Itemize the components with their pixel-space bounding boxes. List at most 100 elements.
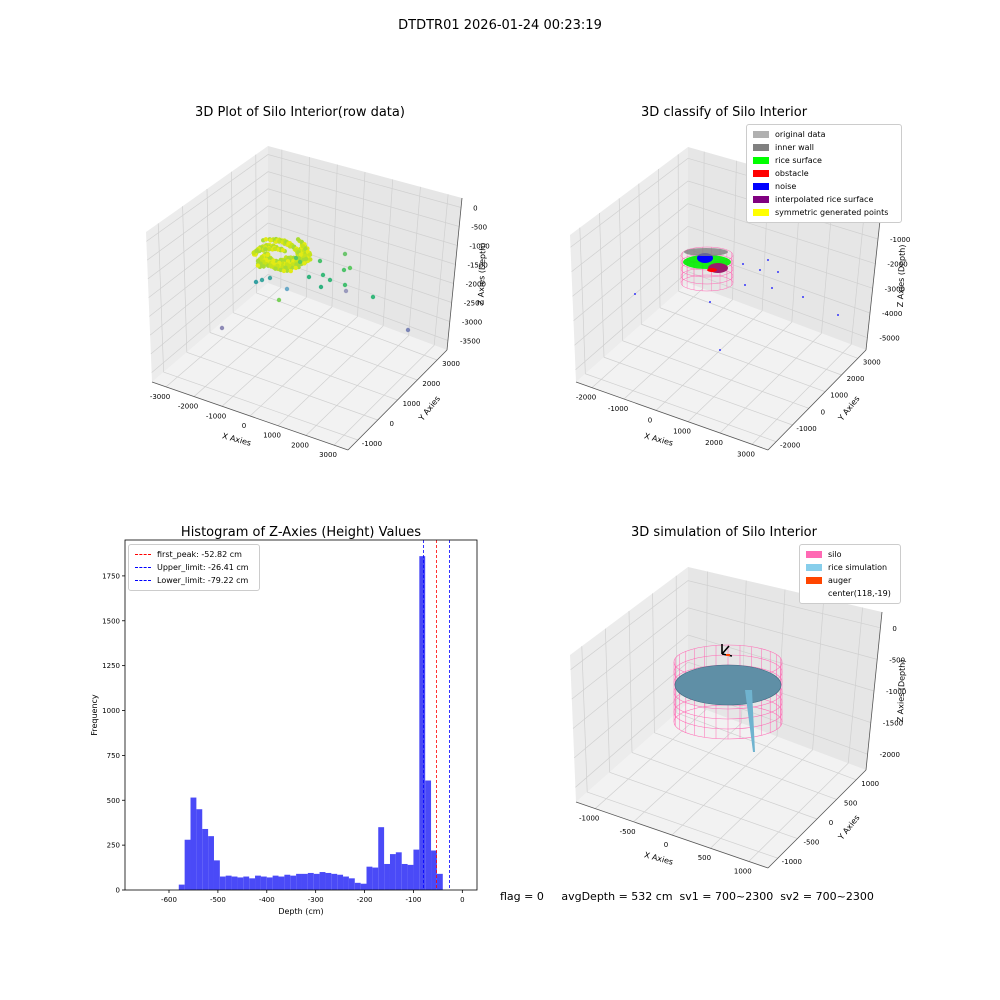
left-back-pane [146, 146, 268, 382]
x-tick-label: 0 [648, 416, 652, 424]
legend-entry: symmetric generated points [753, 206, 895, 219]
legend-swatch [806, 577, 822, 584]
z-tick-label: -500 [889, 656, 905, 664]
histogram-bar [225, 875, 232, 890]
grid-line [631, 752, 818, 820]
y-tick-label: 0 [821, 408, 825, 416]
legend-entry: rice surface [753, 154, 895, 167]
rice-point [261, 264, 266, 269]
y-tick-label: -2000 [780, 442, 800, 450]
rice-point [266, 247, 272, 252]
z-axis-line [446, 197, 463, 351]
x-axis-label: X Axies [221, 431, 252, 447]
grid-line [206, 188, 211, 333]
legend-label: noise [775, 182, 797, 191]
data-point [297, 259, 303, 265]
y-axis-label: Y Axies [836, 813, 862, 842]
grid-line [603, 356, 793, 426]
left-back-pane [570, 147, 688, 382]
histogram-bar [202, 828, 209, 890]
z-tick-label: -3500 [460, 338, 480, 346]
x-axis-line [575, 801, 769, 869]
data-point [347, 265, 353, 271]
z-tick-label: 0 [892, 625, 896, 633]
rice-simulation-surface [674, 664, 782, 706]
histogram-bar [243, 876, 250, 890]
z-tick-label: -5000 [879, 335, 899, 343]
data-point [342, 251, 348, 257]
y-tick-label: 500 [107, 797, 120, 805]
y-tick-label: 2000 [847, 375, 865, 383]
y-tick-label: 0 [389, 420, 393, 428]
rice-point [254, 248, 259, 253]
rice-point [268, 238, 273, 243]
x-axis-label: X Axies [643, 850, 674, 866]
x-tick-label: -3000 [150, 393, 170, 401]
x-tick-label: 0 [664, 841, 668, 849]
panel-title: 3D classify of Silo Interior [641, 105, 808, 120]
grid-line [573, 225, 873, 322]
grid-line [186, 351, 378, 421]
histogram-bar [313, 873, 320, 890]
rice-point [277, 239, 282, 244]
data-point [318, 284, 324, 290]
rice-point [263, 237, 269, 242]
histogram-bar [231, 876, 238, 890]
x-tick-label: -1000 [608, 405, 628, 413]
noise-point [719, 349, 721, 351]
grid-line [658, 168, 661, 308]
noise-point [802, 296, 804, 298]
histogram-bar [260, 876, 267, 890]
noise-point [742, 263, 744, 265]
rice-point [293, 265, 298, 271]
right-back-pane [268, 146, 462, 350]
x-tick-label: -500 [620, 828, 636, 836]
grid-line [382, 179, 394, 327]
rice-point [280, 248, 286, 253]
histogram-bar [266, 877, 273, 890]
histogram-bar [425, 780, 432, 890]
z-tick-label: -500 [471, 224, 487, 232]
histogram-bar [296, 873, 302, 890]
grid-line [256, 292, 438, 361]
grid-line [163, 371, 359, 441]
data-point [320, 272, 326, 278]
grid-line [151, 274, 449, 373]
grid-line [572, 634, 875, 729]
legend-label: center(118,-19) [828, 589, 891, 598]
legend-swatch [753, 196, 769, 203]
legend-label: symmetric generated points [775, 208, 889, 217]
grid-line [233, 312, 418, 381]
data-point [343, 288, 349, 294]
x-tick-label: 1000 [673, 428, 691, 436]
rice-point-cloud [251, 236, 313, 274]
x-tick-label: -2000 [576, 394, 596, 402]
right-back-pane [688, 567, 882, 770]
grid-line [570, 580, 881, 670]
histogram-bar [372, 867, 379, 890]
grid-line [585, 373, 777, 442]
noise-point [767, 259, 769, 261]
rice-point [302, 261, 307, 266]
data-point [259, 277, 265, 283]
legend-label: obstacle [775, 169, 809, 178]
histogram-bar [366, 866, 373, 890]
legend-swatch [806, 590, 822, 597]
x-tick-label: -400 [259, 896, 275, 904]
noise-point [771, 287, 773, 289]
grid-line [146, 154, 462, 242]
data-point [341, 267, 347, 273]
z-axis-line [865, 611, 883, 771]
y-tick-label: 1250 [102, 662, 120, 670]
x-tick-label: 500 [698, 854, 711, 862]
x-tick-label: 2000 [291, 441, 309, 449]
legend-swatch [135, 567, 151, 568]
data-point [267, 275, 273, 281]
legend-entry: interpolated rice surface [753, 193, 895, 206]
grid-line [677, 154, 680, 292]
data-point [293, 255, 299, 261]
x-tick-label: 3000 [319, 451, 337, 459]
panel-title: 3D simulation of Silo Interior [631, 525, 818, 540]
legend-swatch [806, 564, 822, 571]
x-tick-label: -300 [308, 896, 324, 904]
